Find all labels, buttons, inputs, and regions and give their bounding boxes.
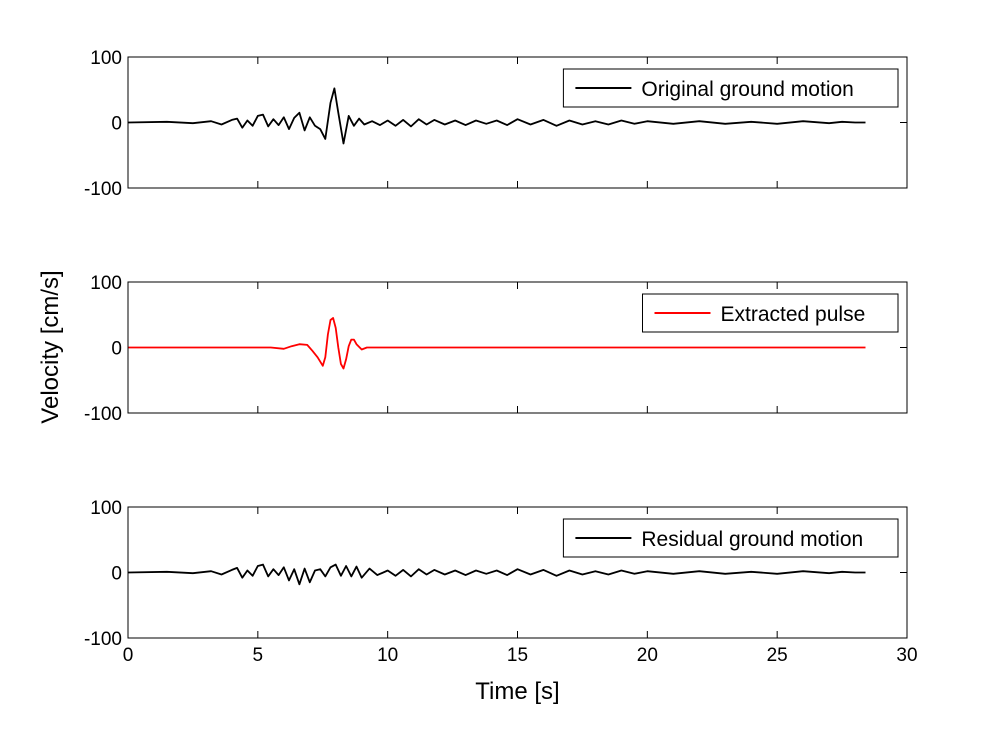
plot-frame	[127, 281, 908, 414]
xtick-label: 20	[637, 645, 658, 666]
ytick-label: -100	[84, 629, 122, 650]
subplot-1: 100 0 -100 Original ground motion	[84, 48, 908, 200]
xtick-label: 25	[767, 645, 788, 666]
ytick-label: -100	[84, 404, 122, 425]
legend: Original ground motion	[562, 68, 899, 108]
subplot-2: 100 0 -100 Extracted pulse	[84, 273, 908, 425]
xtick-label: 15	[507, 645, 528, 666]
legend: Residual ground motion	[562, 518, 899, 558]
ytick-label: 100	[90, 48, 122, 69]
plot-frame	[127, 56, 908, 189]
series-line-3	[127, 563, 866, 586]
y-axis-label: Velocity [cm/s]	[37, 270, 64, 423]
ytick-label: 0	[111, 339, 122, 360]
ytick-label: 100	[90, 498, 122, 519]
xtick-label: 5	[253, 645, 264, 666]
ytick-label: 100	[90, 273, 122, 294]
x-axis-label: Time [s]	[475, 678, 559, 705]
series-line-2	[128, 317, 866, 370]
legend-label: Residual ground motion	[641, 528, 863, 551]
ytick-label: 0	[111, 114, 122, 135]
series-line-1	[127, 87, 866, 145]
ytick-label: -100	[84, 179, 122, 200]
xtick-label: 0	[123, 645, 134, 666]
xtick-label: 10	[377, 645, 398, 666]
legend: Extracted pulse	[642, 293, 899, 333]
xtick-label: 30	[896, 645, 917, 666]
legend-label: Extracted pulse	[721, 303, 866, 326]
legend-label: Original ground motion	[641, 78, 853, 101]
ytick-label: 0	[111, 564, 122, 585]
plot-frame	[127, 506, 908, 639]
